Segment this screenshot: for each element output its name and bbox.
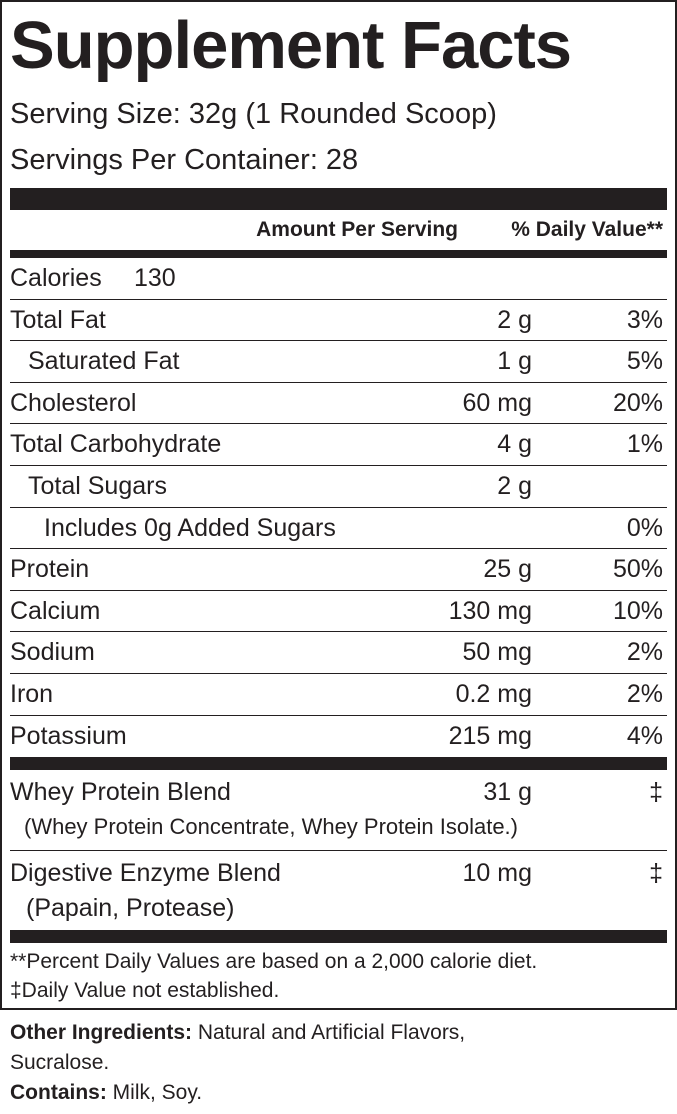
nutrient-name: Sodium [10, 638, 95, 667]
nutrient-dv: 2% [626, 638, 663, 667]
column-header: Amount Per Serving % Daily Value** [10, 210, 663, 250]
nutrient-dv: 10% [612, 596, 663, 625]
title: Supplement Facts [10, 8, 572, 83]
nutrient-amount: 60 mg [462, 388, 532, 417]
nutrient-dv: 50% [612, 555, 663, 584]
nutrient-row: Total Sugars 2 g [10, 466, 667, 508]
dv-header: % Daily Value** [511, 218, 663, 241]
blend: Digestive Enzyme Blend 10 mg ‡ (Papain, … [10, 851, 667, 931]
blend-details: (Whey Protein Concentrate, Whey Protein … [24, 814, 518, 839]
nutrient-name: Potassium [10, 721, 127, 750]
nutrient-row: Saturated Fat 1 g 5% [10, 341, 667, 383]
divider-bar [10, 188, 667, 210]
nutrient-dv: 2% [626, 680, 663, 708]
calories-label: Calories [10, 264, 102, 292]
nutrient-row: Includes 0g Added Sugars 0% [10, 508, 667, 550]
blend: Whey Protein Blend 31 g ‡ (Whey Protein … [10, 770, 667, 851]
nutrient-name: Saturated Fat [28, 347, 180, 376]
ingredients: Other Ingredients: Natural and Artificia… [10, 1018, 570, 1108]
nutrient-name: Protein [10, 555, 90, 584]
nutrient-row: Protein 25 g 50% [10, 549, 667, 591]
nutrient-dv: 1% [626, 430, 663, 459]
divider-bar [10, 930, 667, 943]
nutrient-amount: 215 mg [448, 721, 532, 750]
nutrient-row: Potassium 215 mg 4% [10, 716, 667, 758]
nutrient-amount: 50 mg [462, 638, 532, 667]
contains-label: Contains: [10, 1081, 107, 1104]
blend-dv: ‡ [649, 859, 663, 887]
footnote: ‡Daily Value not established. [10, 979, 280, 1002]
amount-header: Amount Per Serving [256, 218, 458, 241]
blend-amount: 31 g [483, 778, 532, 806]
nutrient-dv: 3% [626, 305, 663, 334]
divider-bar [10, 757, 667, 770]
nutrient-amount: 130 mg [448, 596, 532, 625]
other-ingredients-label: Other Ingredients: [10, 1021, 193, 1044]
nutrient-name: Total Sugars [28, 472, 167, 500]
blend-name: Whey Protein Blend [10, 778, 231, 806]
nutrient-amount: 25 g [483, 555, 532, 584]
nutrient-row: Iron 0.2 mg 2% [10, 674, 667, 716]
nutrient-amount: 4 g [497, 430, 532, 459]
nutrient-amount: 2 g [497, 305, 532, 334]
nutrient-amount: 1 g [497, 347, 532, 376]
servings-per-container: Servings Per Container: 28 [10, 144, 359, 176]
nutrient-dv: 4% [626, 721, 663, 750]
nutrient-row: Total Carbohydrate 4 g 1% [10, 424, 667, 466]
calories-value: 130 [134, 264, 176, 292]
nutrient-name: Cholesterol [10, 388, 137, 417]
nutrient-amount: 2 g [497, 472, 532, 500]
footnote: **Percent Daily Values are based on a 2,… [10, 950, 538, 973]
nutrient-row: Cholesterol 60 mg 20% [10, 383, 667, 425]
facts-panel: Supplement Facts Serving Size: 32g (1 Ro… [0, 0, 677, 1010]
nutrient-row: Sodium 50 mg 2% [10, 632, 667, 674]
divider-bar [10, 250, 667, 258]
nutrient-name: Calcium [10, 596, 101, 625]
blend-amount: 10 mg [462, 859, 532, 887]
other-ingredients-text: Natural and Artificial Flavors, Sucralos… [10, 1021, 466, 1074]
blend-dv: ‡ [649, 778, 663, 806]
nutrient-dv: 0% [626, 513, 663, 542]
nutrient-amount: 0.2 mg [455, 680, 532, 708]
blend-name: Digestive Enzyme Blend [10, 859, 281, 887]
nutrient-row: Total Fat 2 g 3% [10, 300, 667, 342]
nutrient-name: Total Carbohydrate [10, 430, 222, 459]
serving-size: Serving Size: 32g (1 Rounded Scoop) [10, 98, 497, 130]
nutrient-name: Total Fat [10, 305, 106, 334]
nutrient-name: Iron [10, 680, 54, 708]
nutrient-row: Calcium 130 mg 10% [10, 591, 667, 633]
blend-details: (Papain, Protease) [26, 894, 235, 922]
contains-text: Milk, Soy. [112, 1081, 203, 1104]
nutrient-name: Includes 0g Added Sugars [44, 513, 336, 542]
calories-row: Calories 130 [10, 258, 667, 300]
nutrient-dv: 20% [612, 388, 663, 417]
nutrient-dv: 5% [626, 347, 663, 376]
